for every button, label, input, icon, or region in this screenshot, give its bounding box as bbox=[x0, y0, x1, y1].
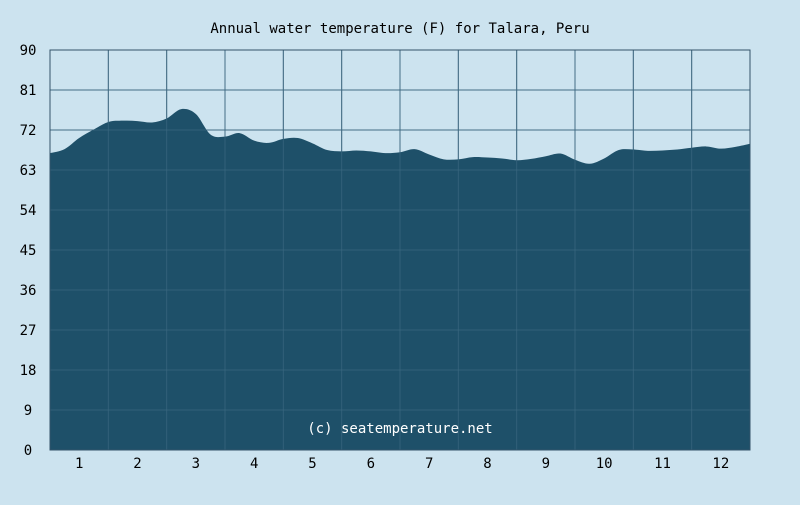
y-tick-label: 27 bbox=[20, 323, 37, 339]
y-tick-label: 90 bbox=[20, 43, 37, 59]
y-tick-label: 45 bbox=[20, 243, 37, 259]
x-tick-label: 9 bbox=[542, 456, 550, 472]
x-tick-label: 5 bbox=[308, 456, 316, 472]
axes bbox=[49, 49, 751, 451]
plot-border bbox=[49, 49, 751, 451]
x-tick-label: 12 bbox=[712, 456, 729, 472]
y-tick-label: 36 bbox=[20, 283, 37, 299]
x-tick-label: 1 bbox=[75, 456, 83, 472]
y-tick-label: 0 bbox=[24, 443, 32, 459]
y-tick-label: 9 bbox=[24, 403, 32, 419]
x-tick-label: 6 bbox=[367, 456, 375, 472]
x-tick-label: 7 bbox=[425, 456, 433, 472]
x-tick-labels: 1 2 3 4 5 6 7 8 9 10 11 12 bbox=[75, 456, 729, 472]
y-tick-label: 18 bbox=[20, 363, 37, 379]
y-tick-labels: 0 9 18 27 36 45 54 63 72 81 90 bbox=[20, 43, 37, 459]
x-tick-label: 10 bbox=[596, 456, 613, 472]
x-tick-label: 4 bbox=[250, 456, 258, 472]
y-tick-label: 72 bbox=[20, 123, 37, 139]
grid-overlay bbox=[49, 49, 751, 451]
y-tick-label: 63 bbox=[20, 163, 37, 179]
x-tick-label: 8 bbox=[483, 456, 491, 472]
watermark-text: (c) seatemperature.net bbox=[307, 421, 492, 437]
chart-title: Annual water temperature (F) for Talara,… bbox=[210, 21, 589, 37]
x-tick-label: 2 bbox=[133, 456, 141, 472]
y-tick-label: 54 bbox=[20, 203, 37, 219]
y-tick-label: 81 bbox=[20, 83, 37, 99]
x-tick-label: 11 bbox=[654, 456, 671, 472]
x-tick-label: 3 bbox=[192, 456, 200, 472]
